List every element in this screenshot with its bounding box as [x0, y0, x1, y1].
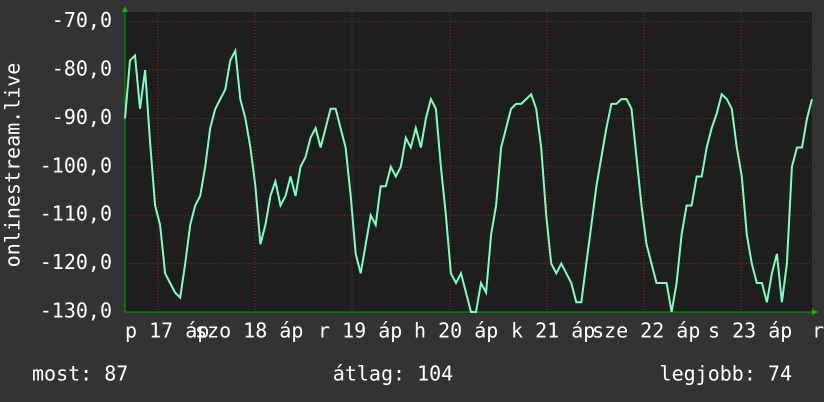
footer-stat: átlag: 104: [333, 362, 453, 386]
y-tick-label: -70,0: [52, 8, 112, 32]
y-axis-label: onlinestream.live: [1, 63, 25, 268]
x-tick-label: r: [812, 319, 824, 343]
y-tick-label: -120,0: [40, 250, 112, 274]
x-tick-label: k 21 áp: [511, 319, 595, 343]
y-tick-label: -100,0: [40, 153, 112, 177]
x-tick-label: szo 18 áp: [195, 319, 303, 343]
x-tick-label: r 19 áp: [318, 319, 402, 343]
x-tick-label: sze 22 áp: [592, 319, 700, 343]
y-tick-label: -90,0: [52, 105, 112, 129]
footer-stat: legjobb: 74: [660, 362, 792, 386]
data-line: [124, 47, 813, 313]
x-tick-label: p 17 áp: [125, 319, 209, 343]
footer-stat: most: 87: [32, 362, 128, 386]
x-tick-label: s 23 áp: [708, 319, 792, 343]
x-arrow: [812, 309, 818, 315]
y-tick-label: -80,0: [52, 57, 112, 81]
y-tick-label: -130,0: [40, 299, 112, 323]
x-tick-label: h 20 áp: [414, 319, 498, 343]
y-tick-label: -110,0: [40, 202, 112, 226]
y-arrow: [122, 6, 128, 12]
plot-area: [125, 12, 812, 312]
